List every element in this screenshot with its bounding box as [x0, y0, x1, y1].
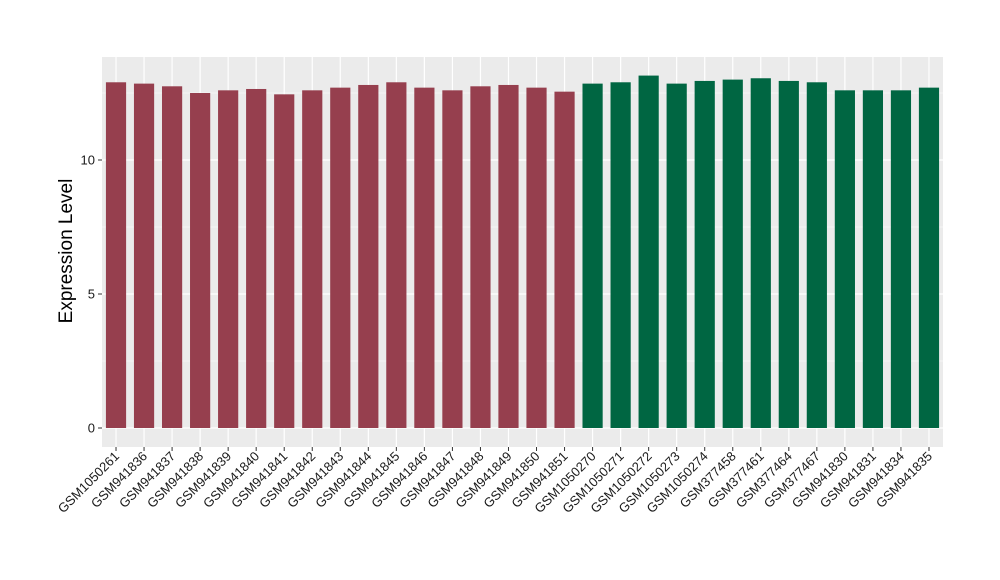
y-tick-label: 0 — [88, 421, 95, 436]
bar-GSM941844 — [358, 84, 379, 429]
bar-GSM377464 — [778, 80, 799, 428]
bar-GSM377461 — [750, 78, 771, 428]
bar-GSM941838 — [190, 93, 211, 428]
plot-panel — [102, 57, 943, 447]
bar-GSM941835 — [918, 87, 940, 428]
bar-GSM941848 — [470, 86, 491, 429]
bar-GSM941840 — [246, 88, 267, 428]
bar-GSM377467 — [806, 82, 827, 428]
bar-GSM941839 — [218, 90, 239, 428]
y-tick-label: 10 — [81, 153, 95, 168]
x-axis: GSM1050261GSM941836GSM941837GSM941838GSM… — [55, 447, 935, 516]
bar-GSM1050273 — [666, 83, 687, 429]
y-axis-title: Expression Level — [56, 179, 77, 324]
bar-GSM941837 — [161, 86, 183, 429]
bar-GSM941847 — [442, 90, 463, 428]
bar-GSM941842 — [302, 90, 323, 428]
bar-GSM1050270 — [582, 83, 603, 429]
bar-GSM941845 — [386, 82, 407, 428]
bar-GSM941841 — [274, 94, 295, 428]
bar-GSM941846 — [414, 87, 435, 428]
bar-GSM1050261 — [105, 82, 127, 428]
bar-GSM1050272 — [638, 75, 659, 428]
bar-GSM941836 — [133, 83, 155, 429]
bar-GSM1050271 — [610, 82, 631, 428]
bars — [105, 75, 940, 429]
bar-GSM941834 — [890, 90, 912, 428]
bar-GSM941831 — [862, 90, 884, 428]
bar-GSM941849 — [498, 84, 519, 429]
bar-GSM941843 — [330, 87, 351, 428]
y-tick-label: 5 — [88, 287, 95, 302]
bar-GSM941850 — [526, 87, 547, 428]
bar-GSM941851 — [554, 91, 575, 428]
bar-GSM377458 — [722, 79, 743, 428]
bar-GSM941830 — [834, 90, 855, 428]
bar-GSM1050274 — [694, 80, 715, 428]
y-axis: 0 5 10 — [81, 153, 102, 436]
